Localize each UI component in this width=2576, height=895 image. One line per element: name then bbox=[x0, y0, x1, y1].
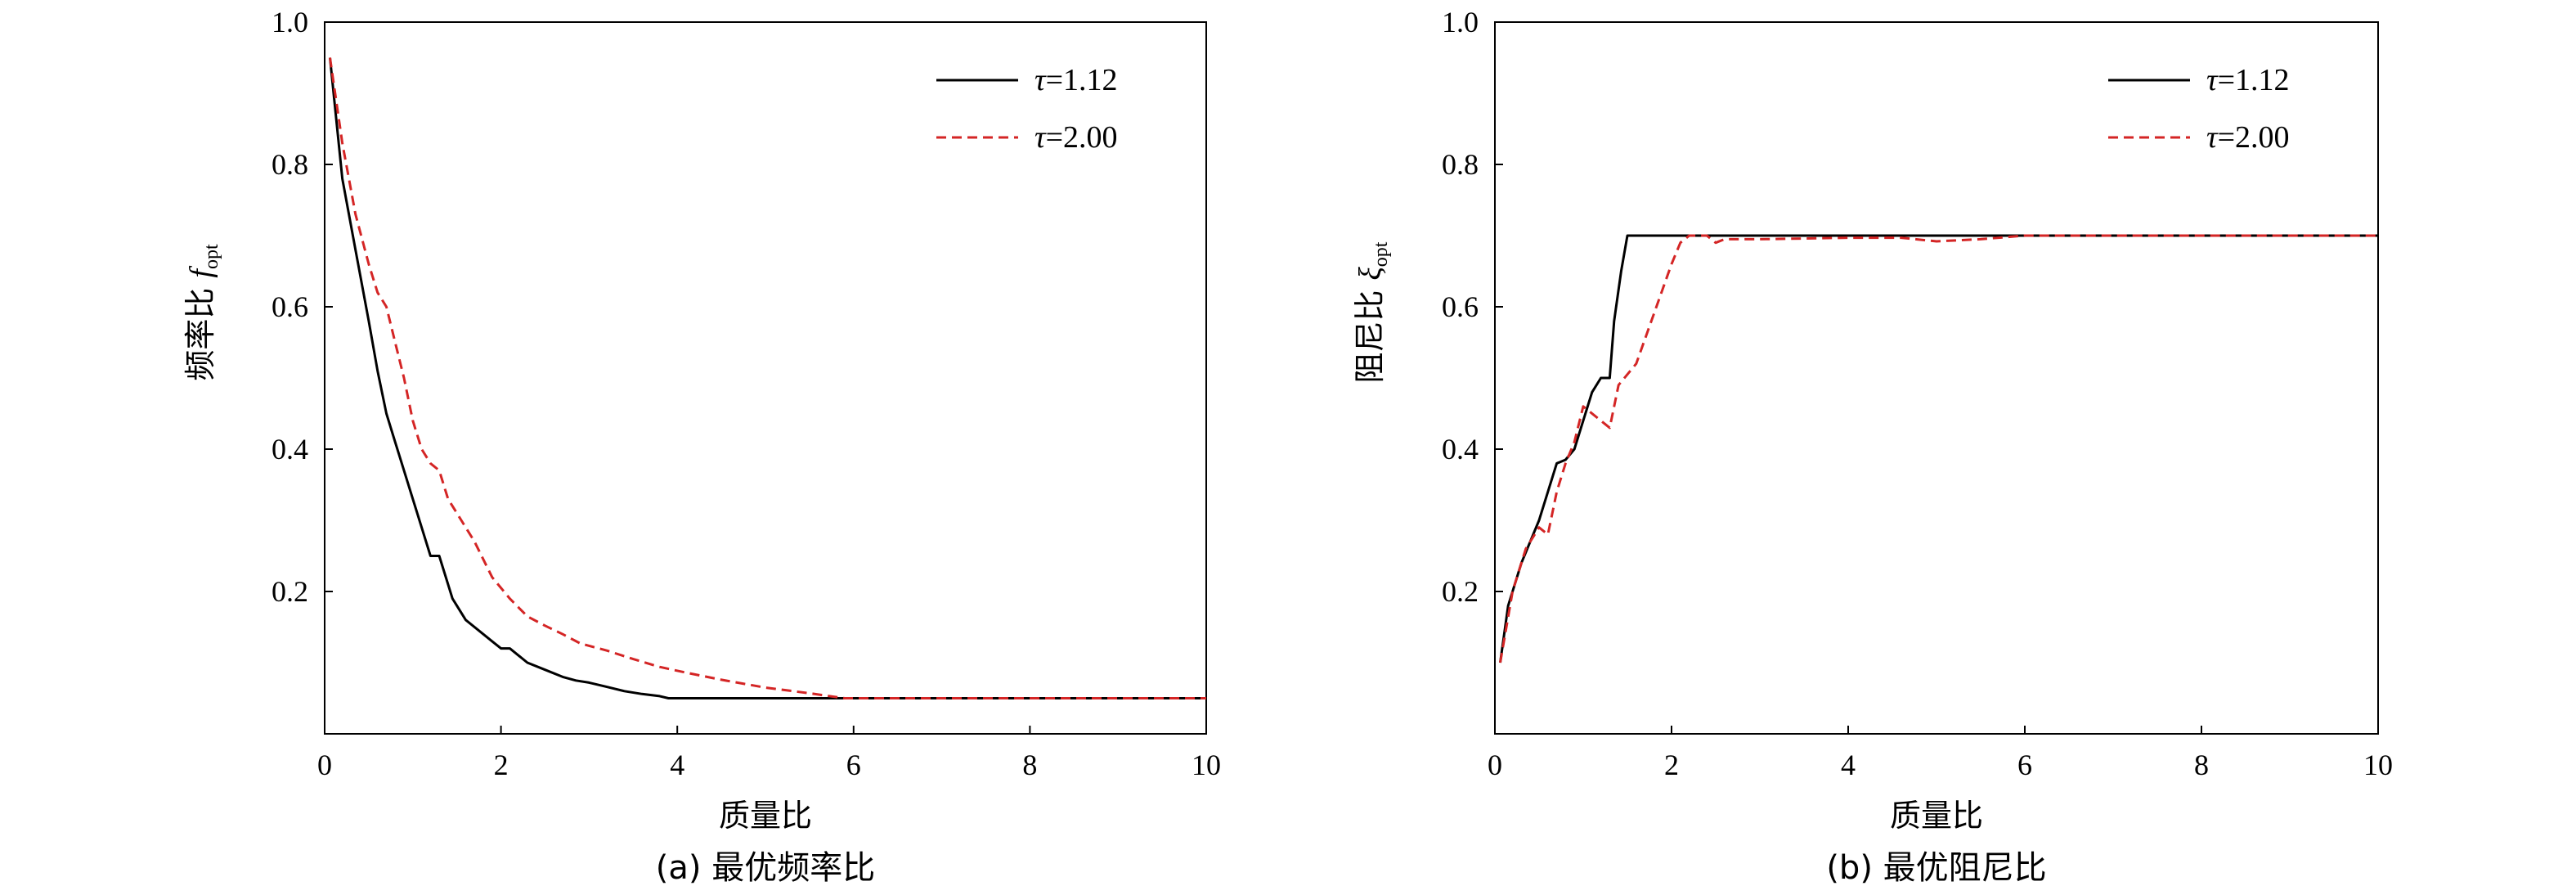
plot-frame bbox=[1494, 21, 2379, 735]
y-tick-label: 0.2 bbox=[272, 575, 308, 608]
plot-frame bbox=[324, 21, 1207, 735]
x-tick-label: 2 bbox=[494, 749, 509, 781]
x-tick-label: 6 bbox=[2017, 749, 2032, 781]
y-tick-label: 0.6 bbox=[1442, 290, 1479, 323]
y-axis-title-text: 频率比 bbox=[182, 288, 218, 381]
panel-a: 0 2 4 6 8 10 0.2 0.4 0.6 0.8 1.0 质量比 频率比fopt (a) 最优频率… bbox=[182, 6, 1221, 887]
y-tick-label: 0.8 bbox=[272, 148, 308, 181]
y-tick-label: 0.6 bbox=[272, 290, 308, 323]
legend-label-2: τ=2.00 bbox=[2206, 120, 2290, 155]
series-line-2 bbox=[1499, 234, 2378, 663]
x-tick-label: 4 bbox=[1841, 749, 1856, 781]
x-tick-label: 10 bbox=[2363, 749, 2393, 781]
legend-label-1: τ=1.12 bbox=[1034, 63, 1118, 97]
x-tick-label: 4 bbox=[670, 749, 684, 781]
x-tick-label: 0 bbox=[317, 749, 332, 781]
y-axis-title: 频率比fopt bbox=[182, 244, 222, 381]
y-tick-label: 1.0 bbox=[1442, 6, 1479, 38]
y-axis-symbol: ξ bbox=[1353, 266, 1388, 280]
y-tick-label: 0.4 bbox=[272, 433, 308, 465]
series-line-2 bbox=[329, 57, 1206, 699]
panel-caption: (a) 最优频率比 bbox=[656, 849, 875, 887]
y-axis-title-text: 阻尼比 bbox=[1352, 290, 1388, 383]
y-tick-label: 1.0 bbox=[272, 6, 308, 38]
legend-label-2: τ=2.00 bbox=[1034, 120, 1118, 155]
x-tick-label: 0 bbox=[1488, 749, 1502, 781]
y-axis-subscript: opt bbox=[1371, 241, 1392, 267]
y-tick-label: 0.4 bbox=[1442, 433, 1479, 465]
x-axis-title: 质量比 bbox=[1890, 798, 1983, 834]
y-axis-title: 阻尼比 ξopt bbox=[1352, 241, 1392, 383]
y-tick-label: 0.8 bbox=[1442, 148, 1479, 181]
x-tick-label: 6 bbox=[846, 749, 861, 781]
y-tick-label: 0.2 bbox=[1442, 575, 1479, 608]
series-line-1 bbox=[1499, 234, 2378, 663]
x-tick-label: 10 bbox=[1192, 749, 1221, 781]
panel-caption: (b) 最优阻尼比 bbox=[1826, 849, 2046, 887]
legend-label-1: τ=1.12 bbox=[2206, 63, 2290, 97]
x-tick-label: 8 bbox=[1022, 749, 1037, 781]
x-tick-label: 2 bbox=[1664, 749, 1679, 781]
panel-b: 0 2 4 6 8 10 0.2 0.4 0.6 0.8 1.0 质量比 阻尼比 ξopt (b) 最优阻尼… bbox=[1352, 6, 2393, 887]
x-axis-title: 质量比 bbox=[719, 798, 812, 834]
y-axis-subscript: opt bbox=[201, 244, 222, 269]
series-line-1 bbox=[329, 57, 1206, 699]
x-tick-label: 8 bbox=[2194, 749, 2209, 781]
